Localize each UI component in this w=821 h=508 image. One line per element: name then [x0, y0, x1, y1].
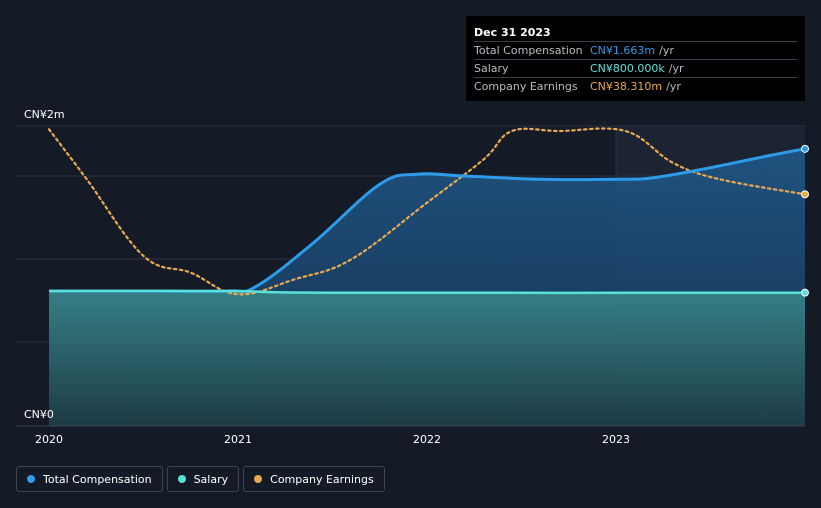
y-axis-bottom-label: CN¥0	[24, 408, 54, 421]
tooltip-row-total: Total Compensation CN¥1.663m /yr	[474, 42, 797, 60]
salary-end-marker	[801, 288, 809, 297]
legend-label: Total Compensation	[43, 472, 152, 486]
tooltip: Dec 31 2023 Total Compensation CN¥1.663m…	[466, 16, 805, 101]
salary-line	[48, 289, 806, 295]
tooltip-value: CN¥800.000k	[590, 62, 665, 75]
end-markers	[801, 144, 809, 297]
x-tick-label: 2021	[224, 433, 252, 446]
legend-dot-icon	[27, 475, 35, 483]
tooltip-unit: /yr	[668, 62, 684, 75]
legend-label: Salary	[193, 472, 229, 486]
legend-item-salary[interactable]: Salary	[166, 466, 240, 492]
company-earnings-line	[47, 127, 807, 296]
x-tick-label: 2023	[602, 433, 630, 446]
legend-item-total-compensation[interactable]: Total Compensation	[16, 466, 163, 492]
legend-dot-icon	[177, 475, 186, 483]
legend-item-company-earnings[interactable]: Company Earnings	[243, 466, 385, 492]
legend-label: Company Earnings	[270, 472, 374, 486]
tooltip-row-salary: Salary CN¥800.000k /yr	[474, 60, 797, 78]
tooltip-label: Salary	[474, 62, 509, 75]
total-compensation-end-marker	[801, 144, 809, 153]
tooltip-row-earnings: Company Earnings CN¥38.310m /yr	[474, 78, 797, 95]
legend-dot-icon	[254, 475, 263, 483]
x-tick-label: 2020	[35, 433, 63, 446]
company-earnings-end-marker	[801, 190, 809, 199]
tooltip-value: CN¥1.663m	[590, 44, 656, 57]
tooltip-unit: /yr	[666, 80, 681, 93]
tooltip-label: Company Earnings	[474, 80, 578, 93]
legend: Total Compensation Salary Company Earnin…	[16, 466, 389, 492]
tooltip-unit: /yr	[659, 44, 674, 57]
tooltip-date: Dec 31 2023	[474, 24, 797, 42]
salary-area	[49, 290, 805, 426]
tooltip-label: Total Compensation	[474, 44, 583, 57]
y-axis-top-label: CN¥2m	[24, 108, 65, 121]
x-tick-label: 2022	[413, 433, 441, 446]
tooltip-value: CN¥38.310m	[590, 80, 663, 93]
